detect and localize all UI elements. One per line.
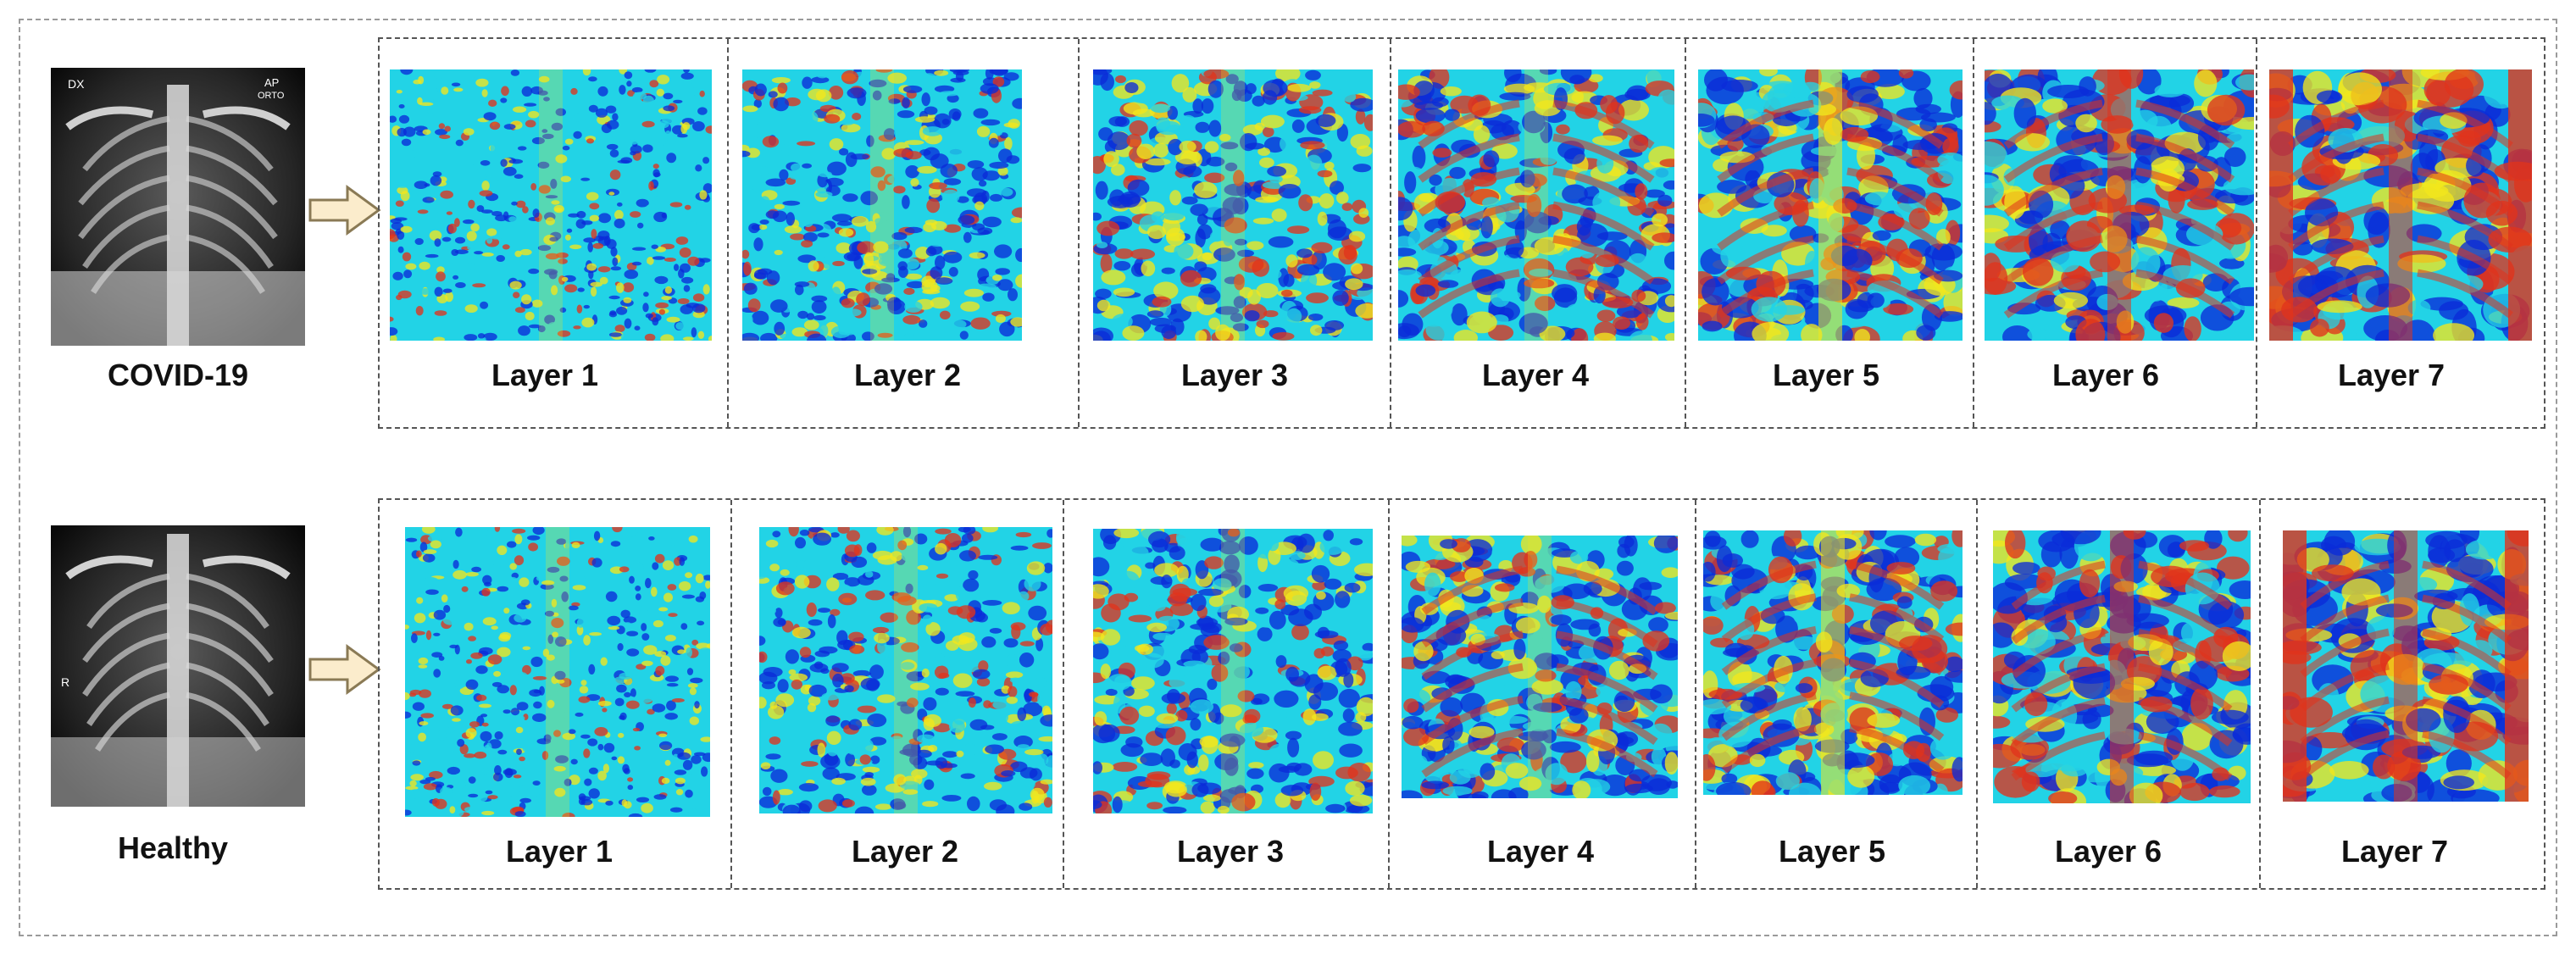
class-label-covid: COVID-19 — [107, 358, 249, 392]
layer-label-covid-3: Layer 3 — [1180, 358, 1289, 392]
arrow-icon — [308, 185, 381, 236]
feature-map-covid-layer-4 — [1398, 69, 1674, 341]
feature-map-healthy-layer-2 — [759, 527, 1052, 813]
layer-label-covid-7: Layer 7 — [2337, 358, 2446, 392]
layer-label-healthy-1: Layer 1 — [505, 834, 613, 869]
layer-label-covid-5: Layer 5 — [1772, 358, 1880, 392]
feature-map-healthy-layer-5 — [1703, 530, 1963, 795]
feature-map-covid-layer-6 — [1985, 69, 2254, 341]
feature-map-healthy-layer-3 — [1093, 529, 1373, 813]
feature-map-healthy-layer-1 — [405, 527, 710, 817]
feature-map-healthy-layer-6 — [1993, 530, 2251, 803]
xray-covid: DX AP ORTO — [51, 68, 305, 346]
layer-label-covid-6: Layer 6 — [2051, 358, 2160, 392]
feature-map-covid-layer-2 — [742, 69, 1022, 341]
outer-frame — [19, 19, 2557, 936]
feature-map-covid-layer-1 — [390, 69, 712, 341]
xray-healthy: R — [51, 525, 305, 807]
layer-label-covid-2: Layer 2 — [853, 358, 962, 392]
feature-map-covid-layer-5 — [1698, 69, 1963, 341]
layer-panel-healthy — [378, 498, 2545, 890]
layer-label-healthy-4: Layer 4 — [1486, 834, 1595, 869]
layer-label-healthy-5: Layer 5 — [1778, 834, 1886, 869]
layer-label-covid-1: Layer 1 — [491, 358, 599, 392]
arrow-icon — [308, 644, 381, 695]
feature-map-covid-layer-3 — [1093, 69, 1373, 341]
xray-mark-left: DX — [68, 77, 85, 91]
layer-panel-covid — [378, 37, 2545, 429]
feature-map-healthy-layer-7 — [2283, 530, 2529, 802]
feature-map-healthy-layer-4 — [1402, 536, 1678, 798]
layer-label-covid-4: Layer 4 — [1481, 358, 1590, 392]
layer-label-healthy-6: Layer 6 — [2054, 834, 2162, 869]
xray-mark-right2: ORTO — [258, 91, 285, 101]
layer-label-healthy-7: Layer 7 — [2340, 834, 2449, 869]
layer-label-healthy-3: Layer 3 — [1176, 834, 1285, 869]
feature-map-covid-layer-7 — [2269, 69, 2532, 341]
layer-label-healthy-2: Layer 2 — [851, 834, 959, 869]
class-label-healthy: Healthy — [117, 830, 229, 865]
xray-mark-right: AP — [264, 76, 279, 89]
xray-mark-left: R — [61, 675, 69, 689]
